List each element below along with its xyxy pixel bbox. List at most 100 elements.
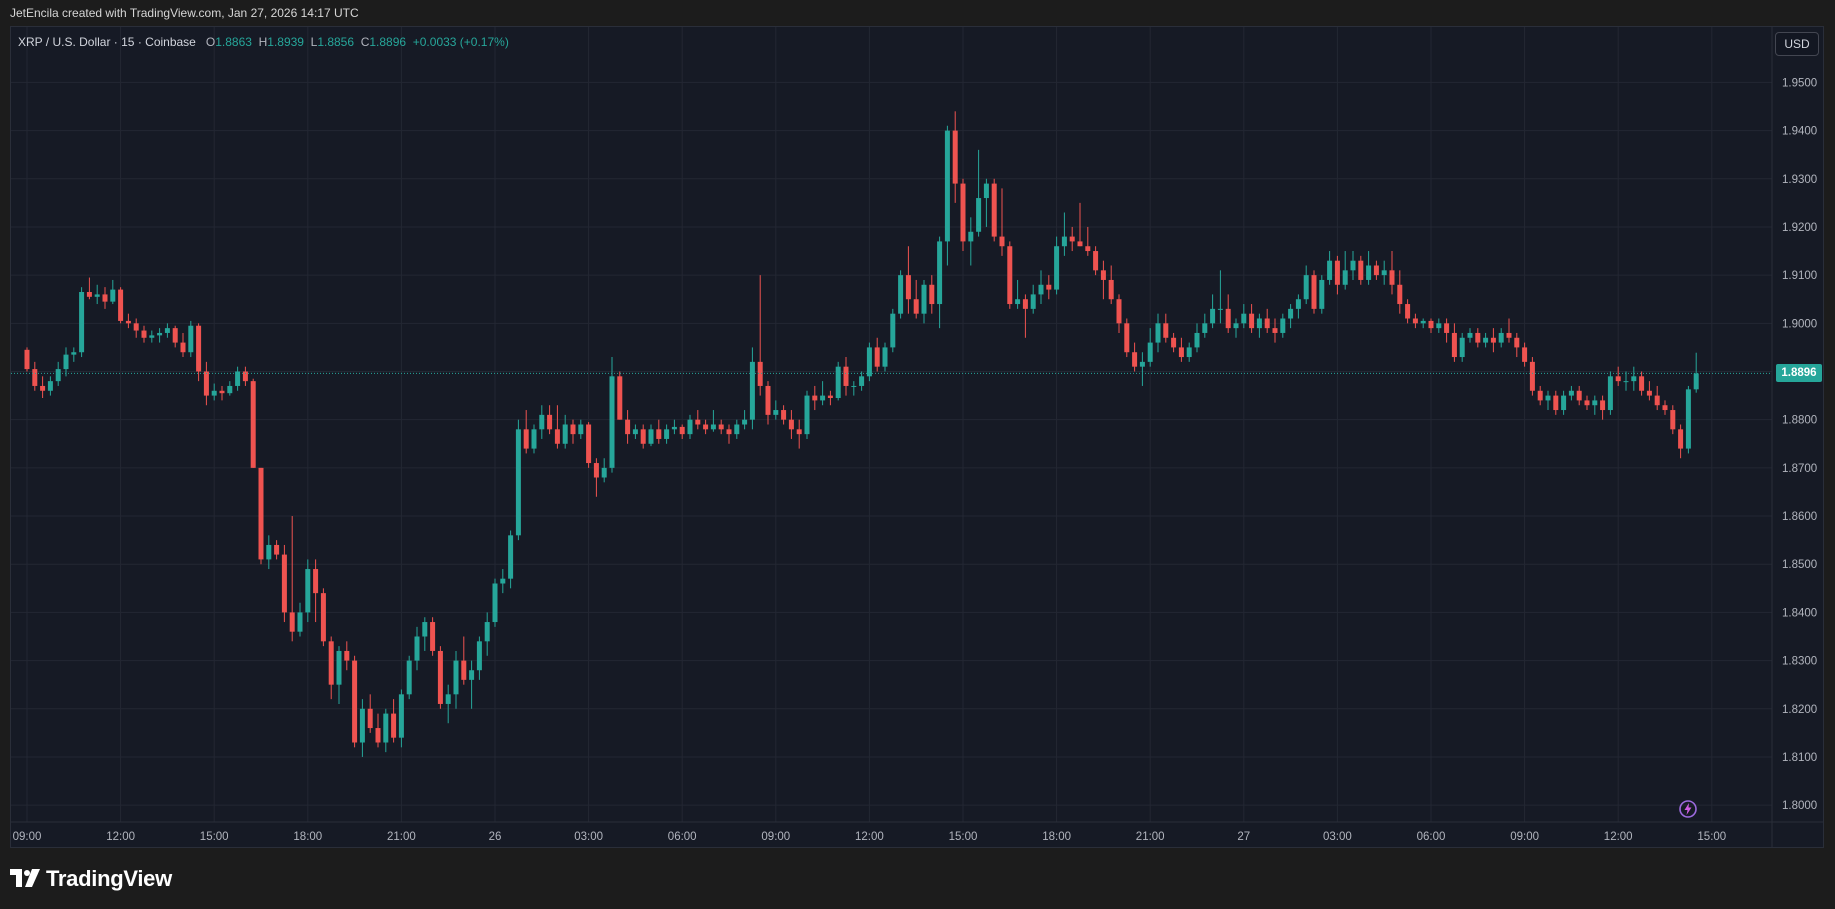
candle-body [804, 395, 810, 435]
candle-body [1225, 308, 1231, 329]
candle [1319, 275, 1325, 314]
price-tick-label: 1.8100 [1782, 752, 1817, 764]
candle-body [929, 284, 935, 305]
candle [765, 381, 771, 425]
candle [625, 410, 631, 444]
candle [835, 361, 841, 401]
lightning-icon[interactable] [1676, 797, 1700, 821]
candle [905, 246, 911, 314]
candle-body [1576, 390, 1582, 401]
candle-body [157, 332, 163, 336]
last-price-label: 1.8896 [1776, 364, 1822, 383]
candle [1654, 385, 1660, 411]
candle-body [227, 385, 233, 394]
price-tick-label: 1.9200 [1782, 222, 1817, 234]
candle [1467, 328, 1473, 343]
candle-body [86, 292, 92, 297]
candle-body [882, 347, 888, 367]
candle-body [1373, 265, 1379, 276]
candle-body [1537, 390, 1543, 401]
candle-body [898, 275, 904, 314]
candle [648, 424, 654, 447]
candle [632, 424, 638, 439]
candle [430, 617, 436, 656]
candle [983, 178, 989, 227]
price-tick-label: 1.8500 [1782, 559, 1817, 571]
candle-body [476, 641, 482, 671]
time-tick-label: 15:00 [1697, 831, 1726, 843]
candle [1108, 265, 1114, 305]
candle [1545, 390, 1551, 411]
candle [1046, 275, 1052, 300]
candle-body [1100, 270, 1106, 280]
candle [1475, 328, 1481, 348]
candle [1256, 313, 1262, 338]
currency-button[interactable]: USD [1775, 32, 1819, 56]
candle-body [1334, 260, 1340, 285]
time-tick-label: 15:00 [949, 831, 978, 843]
candle-body [1233, 323, 1239, 329]
candle-body [1615, 376, 1621, 382]
time-tick-label: 15:00 [200, 831, 229, 843]
candle-body [1381, 270, 1387, 276]
candle [1015, 279, 1021, 309]
candle-body [258, 467, 264, 560]
candle-body [1529, 361, 1535, 391]
candle-body [180, 342, 186, 353]
candle [86, 277, 92, 300]
candle-body [219, 390, 225, 394]
candle-body [734, 424, 740, 435]
candle [539, 405, 545, 439]
candle-body [1662, 405, 1668, 411]
candle [32, 361, 38, 391]
candle [601, 458, 607, 483]
candle-body [1350, 260, 1356, 271]
candle [1303, 265, 1309, 305]
candle [1670, 405, 1676, 435]
candle [609, 357, 615, 473]
candle-body [905, 275, 911, 300]
candle-body [1670, 410, 1676, 430]
candle-body [1490, 337, 1496, 343]
candle [1490, 328, 1496, 353]
candle-body [297, 612, 303, 632]
candle [1568, 385, 1574, 401]
time-tick-label: 27 [1237, 831, 1250, 843]
candle [1077, 202, 1083, 247]
candle-body [874, 347, 880, 367]
grid-lines [11, 27, 1772, 822]
candle-body [79, 292, 85, 353]
candle [1405, 299, 1411, 324]
candle-body [1631, 376, 1637, 382]
price-tick-label: 1.9400 [1782, 126, 1817, 138]
candle [1584, 395, 1590, 411]
candle [944, 125, 950, 266]
candle [898, 270, 904, 319]
candle [570, 419, 576, 444]
candle [63, 347, 69, 377]
candle-body [118, 289, 124, 321]
candle-body [1124, 323, 1130, 353]
candle [1163, 313, 1169, 343]
candle-body [1693, 373, 1699, 390]
candle-body [843, 366, 849, 386]
footer-brand[interactable]: TradingView [10, 862, 172, 896]
chart-frame[interactable] [10, 26, 1824, 848]
candle-body [1467, 332, 1473, 338]
legend-high-value: 1.8939 [267, 35, 304, 49]
candle-body [1171, 337, 1177, 348]
candle-body [500, 578, 506, 584]
price-tick-label: 1.8700 [1782, 463, 1817, 475]
candle-body [554, 429, 560, 444]
symbol-legend[interactable]: XRP / U.S. Dollar · 15 · Coinbase O1.886… [18, 35, 509, 49]
candle [422, 617, 428, 651]
candle [375, 713, 381, 748]
candle-body [1678, 429, 1684, 449]
candle-body [1584, 400, 1590, 406]
candle [1155, 313, 1161, 353]
legend-low-label: L [310, 35, 318, 49]
candle [500, 569, 506, 594]
candle-body [539, 414, 545, 430]
time-tick-label: 21:00 [387, 831, 416, 843]
